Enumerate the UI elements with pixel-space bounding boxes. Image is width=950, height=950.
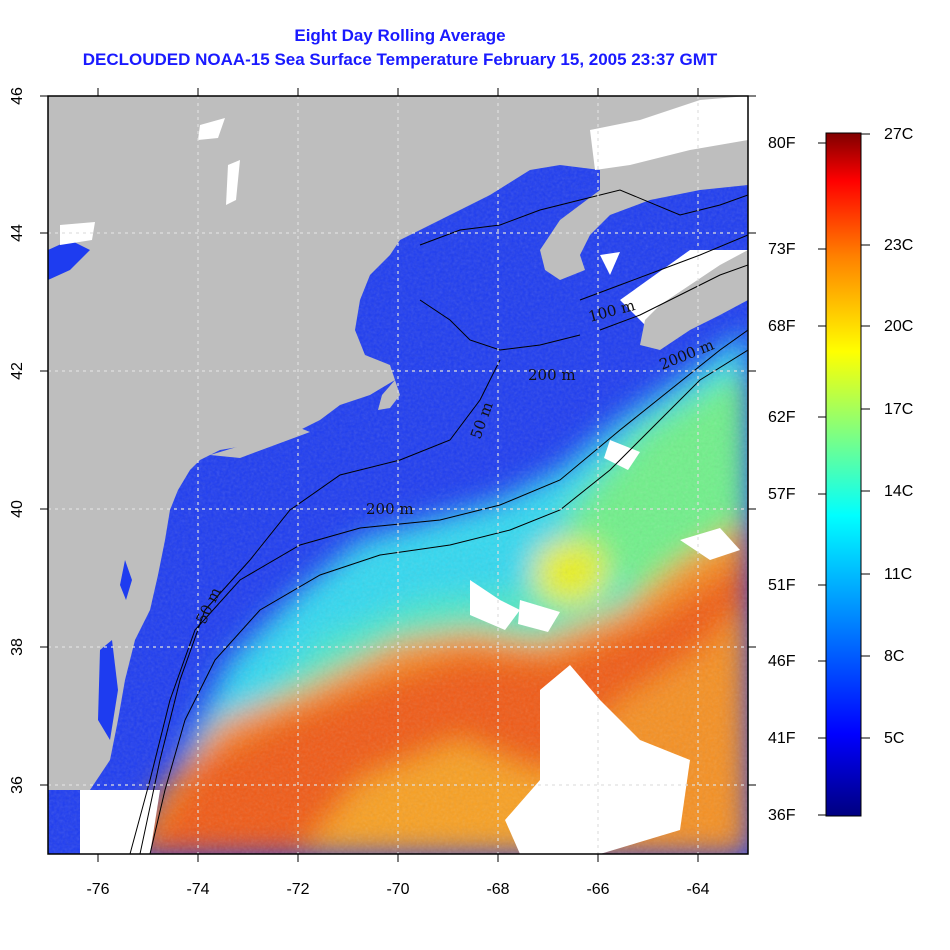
c-label: 11C bbox=[884, 566, 912, 583]
f-label: 51F bbox=[768, 577, 796, 594]
f-label: 68F bbox=[768, 318, 796, 335]
celsius-labels: 27C 23C 20C 17C 14C 11C 8C 5C bbox=[884, 126, 913, 747]
colorbar bbox=[825, 132, 862, 817]
c-label: 8C bbox=[884, 648, 904, 665]
lon-label: -68 bbox=[486, 881, 509, 898]
c-label: 5C bbox=[884, 730, 904, 747]
lat-label: 36 bbox=[9, 776, 26, 794]
contour-label-200m: 200 m bbox=[366, 500, 414, 518]
lat-label: 40 bbox=[9, 500, 26, 518]
f-label: 57F bbox=[768, 486, 796, 503]
c-label: 14C bbox=[884, 483, 913, 500]
c-label: 17C bbox=[884, 401, 913, 418]
longitude-labels: -76 -74 -72 -70 -68 -66 -64 bbox=[86, 881, 709, 898]
axis-ticks bbox=[40, 88, 756, 862]
f-label: 41F bbox=[768, 730, 796, 747]
lon-label: -72 bbox=[286, 881, 309, 898]
c-label: 23C bbox=[884, 237, 913, 254]
map-subtitle: DECLOUDED NOAA-15 Sea Surface Temperatur… bbox=[82, 50, 718, 69]
lon-label: -70 bbox=[386, 881, 409, 898]
f-label: 62F bbox=[768, 409, 796, 426]
f-label: 80F bbox=[768, 135, 796, 152]
inland-clouds bbox=[60, 96, 748, 275]
lat-label: 42 bbox=[9, 362, 26, 380]
sst-map[interactable]: 50 m 200 m 100 m 2000 m 200 m 50 m bbox=[48, 96, 748, 854]
lat-label: 38 bbox=[9, 638, 26, 656]
lon-label: -66 bbox=[586, 881, 609, 898]
colorbar-ticks bbox=[818, 133, 870, 816]
lon-label: -74 bbox=[186, 881, 209, 898]
lat-label: 46 bbox=[9, 87, 26, 105]
contour-label-200m-gom: 200 m bbox=[528, 366, 576, 384]
f-label: 46F bbox=[768, 653, 796, 670]
latitude-labels: 36 38 40 42 44 46 bbox=[9, 87, 26, 794]
lat-label: 44 bbox=[9, 224, 26, 242]
fahrenheit-labels: 80F 73F 68F 62F 57F 51F 46F 41F 36F bbox=[768, 135, 796, 824]
bathymetry-contours bbox=[129, 189, 748, 854]
coastal-bays bbox=[48, 240, 132, 740]
lon-label: -64 bbox=[686, 881, 709, 898]
c-label: 27C bbox=[884, 126, 913, 143]
lon-label: -76 bbox=[86, 881, 109, 898]
map-title: Eight Day Rolling Average bbox=[294, 26, 506, 45]
c-label: 20C bbox=[884, 318, 913, 335]
f-label: 73F bbox=[768, 241, 796, 258]
f-label: 36F bbox=[768, 807, 796, 824]
graticule bbox=[48, 96, 748, 854]
